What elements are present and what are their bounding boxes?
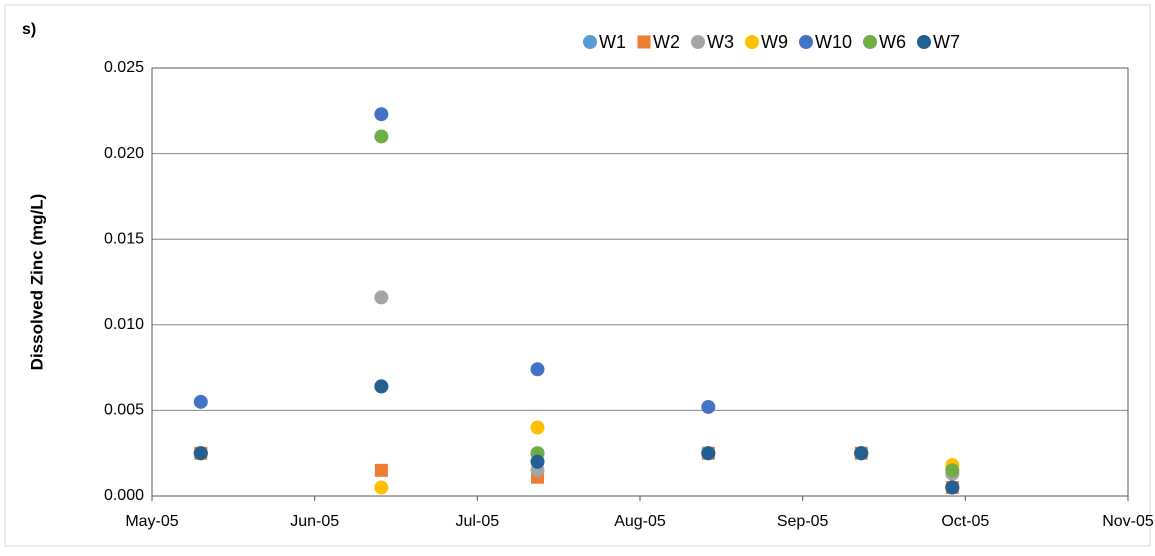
panel-label: s) <box>22 21 36 38</box>
y-axis-label: Dissolved Zinc (mg/L) <box>27 194 46 371</box>
legend-marker <box>745 35 759 49</box>
x-tick-label: Jun-05 <box>290 513 339 530</box>
x-tick-label: Aug-05 <box>614 513 666 530</box>
marker <box>701 399 716 414</box>
legend-marker <box>799 35 813 49</box>
marker <box>530 454 545 469</box>
legend-label: W10 <box>815 32 852 52</box>
marker <box>193 446 208 461</box>
marker <box>374 480 389 495</box>
x-tick-label: May-05 <box>125 513 178 530</box>
x-tick-label: Oct-05 <box>941 513 989 530</box>
marker <box>945 480 960 495</box>
x-tick-label: Nov-05 <box>1102 513 1154 530</box>
marker <box>854 446 869 461</box>
marker <box>374 463 388 477</box>
marker <box>530 362 545 377</box>
chart-border <box>4 4 1151 547</box>
marker <box>193 394 208 409</box>
y-tick-label: 0.025 <box>104 59 144 76</box>
legend-label: W3 <box>707 32 734 52</box>
marker <box>374 129 389 144</box>
legend-label: W7 <box>933 32 960 52</box>
marker <box>701 446 716 461</box>
marker <box>374 107 389 122</box>
legend-marker <box>863 35 878 49</box>
y-tick-label: 0.005 <box>104 402 144 419</box>
x-tick-label: Sep-05 <box>777 513 829 530</box>
legend-label: W6 <box>879 32 906 52</box>
y-tick-label: 0.015 <box>104 230 144 247</box>
x-tick-label: Jul-05 <box>456 513 500 530</box>
legend-marker <box>691 35 705 49</box>
legend-label: W9 <box>761 32 788 52</box>
y-tick-label: 0.020 <box>104 145 144 162</box>
y-tick-label: 0.010 <box>104 316 144 333</box>
legend-marker <box>917 35 932 49</box>
marker <box>374 379 389 394</box>
marker <box>374 290 389 305</box>
legend-label: W2 <box>653 32 680 52</box>
marker <box>530 420 545 435</box>
y-tick-label: 0.000 <box>104 487 144 504</box>
legend-label: W1 <box>599 32 626 52</box>
marker <box>945 463 960 478</box>
legend-marker <box>637 35 651 49</box>
legend-marker <box>583 35 597 49</box>
